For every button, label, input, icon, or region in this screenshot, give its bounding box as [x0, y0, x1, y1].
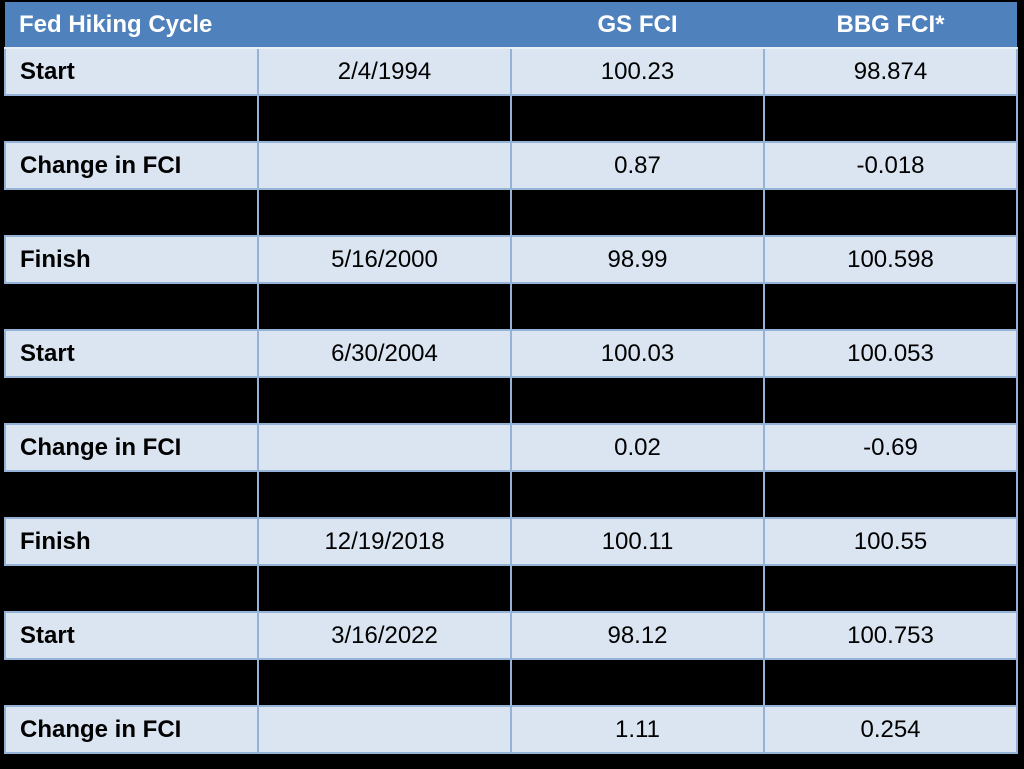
- date-cell: [257, 705, 512, 754]
- redacted-cell: [510, 564, 765, 613]
- redacted-cell: [763, 94, 1018, 143]
- redacted-cell: [4, 282, 259, 331]
- header-bbg-fci: BBG FCI*: [764, 2, 1017, 49]
- redacted-cell: [763, 658, 1018, 707]
- gs-fci-value: 98.12: [510, 611, 765, 660]
- label-cell: Start: [4, 47, 259, 96]
- header-row: Fed Hiking Cycle GS FCI BBG FCI*: [5, 2, 1017, 49]
- redacted-cell: [4, 658, 259, 707]
- redacted-cell: [257, 658, 512, 707]
- table-row-change-3: Change in FCI 1.11 0.254: [4, 705, 1018, 754]
- bbg-fci-value: 100.753: [763, 611, 1018, 660]
- redacted-cell: [763, 282, 1018, 331]
- redacted-cell: [4, 564, 259, 613]
- redacted-row: [4, 658, 1018, 707]
- redacted-cell: [257, 376, 512, 425]
- header-gs-fci: GS FCI: [511, 2, 764, 49]
- redacted-row: [4, 564, 1018, 613]
- date-cell: 2/4/1994: [257, 47, 512, 96]
- table-row-start-2004: Start 6/30/2004 100.03 100.053: [4, 329, 1018, 378]
- label-cell: Finish: [4, 517, 259, 566]
- gs-fci-value: 100.03: [510, 329, 765, 378]
- date-cell: 6/30/2004: [257, 329, 512, 378]
- gs-fci-value: 1.11: [510, 705, 765, 754]
- redacted-row: [4, 188, 1018, 237]
- gs-fci-value: 0.87: [510, 141, 765, 190]
- redacted-cell: [763, 470, 1018, 519]
- redacted-cell: [763, 564, 1018, 613]
- bbg-fci-value: 98.874: [763, 47, 1018, 96]
- redacted-cell: [510, 282, 765, 331]
- redacted-cell: [4, 470, 259, 519]
- header-date-column: [258, 2, 511, 49]
- table-row-start-1994: Start 2/4/1994 100.23 98.874: [4, 47, 1018, 96]
- label-cell: Change in FCI: [4, 423, 259, 472]
- bbg-fci-value: 100.053: [763, 329, 1018, 378]
- redacted-cell: [257, 564, 512, 613]
- redacted-row: [4, 94, 1018, 143]
- bbg-fci-value: -0.018: [763, 141, 1018, 190]
- redacted-cell: [510, 188, 765, 237]
- bbg-fci-value: 100.55: [763, 517, 1018, 566]
- label-cell: Finish: [4, 235, 259, 284]
- date-cell: [257, 141, 512, 190]
- gs-fci-value: 100.23: [510, 47, 765, 96]
- redacted-cell: [510, 376, 765, 425]
- redacted-cell: [257, 94, 512, 143]
- redacted-cell: [257, 282, 512, 331]
- redacted-row: [4, 282, 1018, 331]
- bbg-fci-value: -0.69: [763, 423, 1018, 472]
- redacted-row: [4, 376, 1018, 425]
- table-row-change-1: Change in FCI 0.87 -0.018: [4, 141, 1018, 190]
- date-cell: 3/16/2022: [257, 611, 512, 660]
- fed-hiking-cycle-table: Fed Hiking Cycle GS FCI BBG FCI* Start 2…: [4, 2, 1018, 754]
- header-fed-hiking-cycle: Fed Hiking Cycle: [5, 2, 258, 49]
- redacted-cell: [763, 376, 1018, 425]
- table-row-finish-2000: Finish 5/16/2000 98.99 100.598: [4, 235, 1018, 284]
- redacted-cell: [510, 470, 765, 519]
- gs-fci-value: 98.99: [510, 235, 765, 284]
- bbg-fci-value: 0.254: [763, 705, 1018, 754]
- redacted-cell: [763, 188, 1018, 237]
- label-cell: Change in FCI: [4, 705, 259, 754]
- redacted-cell: [4, 188, 259, 237]
- date-cell: 5/16/2000: [257, 235, 512, 284]
- redacted-cell: [510, 658, 765, 707]
- redacted-cell: [4, 376, 259, 425]
- label-cell: Start: [4, 611, 259, 660]
- label-cell: Change in FCI: [4, 141, 259, 190]
- bbg-fci-value: 100.598: [763, 235, 1018, 284]
- table-row-change-2: Change in FCI 0.02 -0.69: [4, 423, 1018, 472]
- table-row-start-2022: Start 3/16/2022 98.12 100.753: [4, 611, 1018, 660]
- date-cell: 12/19/2018: [257, 517, 512, 566]
- table-row-finish-2018: Finish 12/19/2018 100.11 100.55: [4, 517, 1018, 566]
- redacted-cell: [4, 94, 259, 143]
- gs-fci-value: 100.11: [510, 517, 765, 566]
- gs-fci-value: 0.02: [510, 423, 765, 472]
- date-cell: [257, 423, 512, 472]
- redacted-row: [4, 470, 1018, 519]
- label-cell: Start: [4, 329, 259, 378]
- redacted-cell: [510, 94, 765, 143]
- redacted-cell: [257, 470, 512, 519]
- redacted-cell: [257, 188, 512, 237]
